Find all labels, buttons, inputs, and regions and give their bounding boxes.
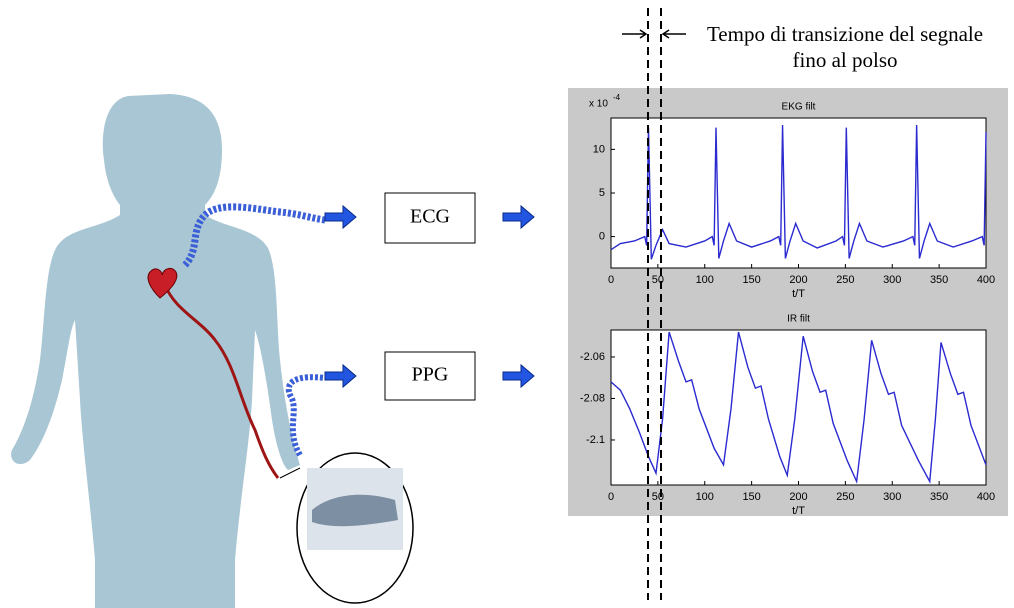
ecg-box	[384, 192, 476, 244]
plot-area	[610, 117, 987, 269]
x-tick-label: 50	[652, 274, 664, 286]
x-tick-label: 350	[930, 491, 948, 503]
x-tick-label: 250	[836, 274, 854, 286]
y-scale-label: x 10	[589, 99, 608, 110]
x-tick-label: 200	[789, 274, 807, 286]
y-tick-label: 0	[599, 231, 605, 243]
x-tick-label: 0	[608, 491, 614, 503]
x-tick-label: 150	[742, 274, 760, 286]
x-tick-label: 100	[696, 491, 714, 503]
x-tick-label: 400	[977, 274, 995, 286]
x-tick-label: 50	[652, 491, 664, 503]
artery-wire	[163, 284, 280, 479]
ppg-box	[384, 351, 476, 401]
y-tick-label: 10	[593, 143, 605, 155]
y-tick-label: -2.08	[580, 392, 605, 404]
box-label: PPG	[412, 364, 449, 386]
signal-line	[610, 124, 987, 260]
plot-area	[610, 329, 987, 486]
x-tick-label: 300	[883, 491, 901, 503]
interval-arrows	[622, 29, 686, 39]
y-tick-label: -2.1	[586, 434, 605, 446]
box-label: ECG	[410, 206, 450, 228]
signal-line	[610, 331, 987, 485]
ppg-squiggle	[285, 374, 326, 457]
body-silhouette	[11, 94, 301, 608]
x-tick-label: 200	[789, 491, 807, 503]
hand	[312, 494, 398, 527]
chart-title: IR filt	[787, 314, 810, 325]
chart-title: EKG filt	[782, 102, 816, 113]
y-tick-label: -2.06	[580, 351, 605, 363]
annotation: Tempo di transizione del segnale	[707, 22, 983, 46]
x-axis-label: t/T	[792, 505, 805, 517]
ecg-squiggle	[182, 203, 326, 268]
y-tick-label: 5	[599, 187, 605, 199]
x-tick-label: 350	[930, 274, 948, 286]
x-tick-label: 100	[696, 274, 714, 286]
x-axis-label: t/T	[792, 288, 805, 300]
y-scale-exponent: -4	[613, 93, 621, 102]
x-tick-label: 150	[742, 491, 760, 503]
pointer	[279, 467, 301, 479]
arrows	[324, 204, 535, 389]
x-tick-label: 0	[608, 274, 614, 286]
x-tick-label: 250	[836, 491, 854, 503]
heart	[147, 267, 178, 299]
x-tick-label: 400	[977, 491, 995, 503]
annotation: fino al polso	[793, 48, 898, 72]
x-tick-label: 300	[883, 274, 901, 286]
